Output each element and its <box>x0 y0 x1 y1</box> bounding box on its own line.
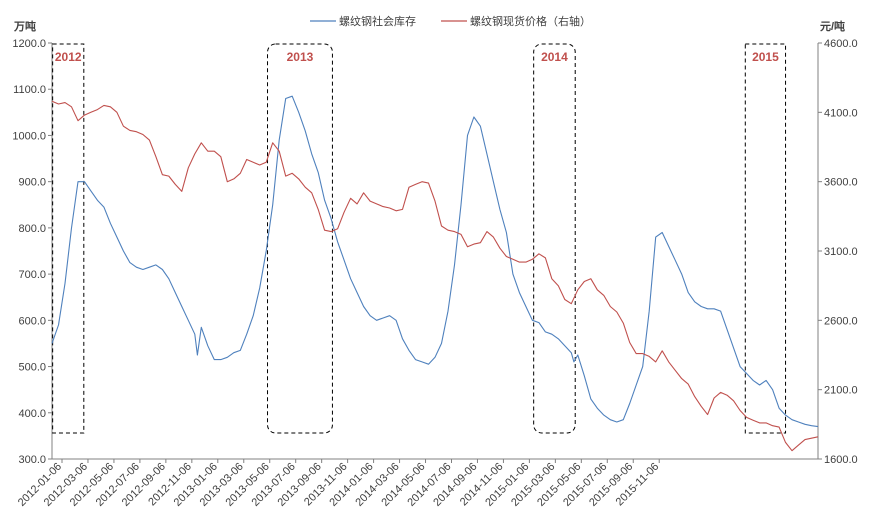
series-line-price <box>51 100 819 452</box>
highlight-label: 2013 <box>287 50 314 64</box>
right-axis-unit: 元/吨 <box>820 19 845 33</box>
highlight-box <box>533 43 576 434</box>
highlight-periods: 2012 2013 2014 2015 <box>52 43 787 434</box>
data-series <box>51 95 819 452</box>
right-axis-ticks: 4600.0 4100.0 3600.0 3100.0 2600.0 2100.0 1600… <box>818 38 858 466</box>
highlight-box <box>744 43 787 434</box>
legend-label-price: 螺纹钢现货价格（右轴） <box>470 14 591 28</box>
highlight-label: 2015 <box>752 50 779 64</box>
left-tick-label: 500.0 <box>18 362 46 374</box>
left-tick-label: 1200.0 <box>12 38 46 50</box>
right-tick-label: 1600.0 <box>824 454 858 466</box>
left-tick-label: 300.0 <box>18 454 46 466</box>
right-tick-label: 3100.0 <box>824 246 858 258</box>
right-tick-label: 2600.0 <box>824 315 858 327</box>
right-tick-label: 4600.0 <box>824 38 858 50</box>
legend: 螺纹钢社会库存 螺纹钢现货价格（右轴） <box>310 14 591 28</box>
left-tick-label: 800.0 <box>18 223 46 235</box>
highlight-label: 2014 <box>541 50 568 64</box>
left-axis-unit: 万吨 <box>13 19 36 33</box>
series-line-inventory <box>51 95 819 428</box>
left-tick-label: 600.0 <box>18 315 46 327</box>
left-tick-label: 400.0 <box>18 408 46 420</box>
highlight-box <box>52 43 85 434</box>
left-tick-label: 900.0 <box>18 177 46 189</box>
right-tick-label: 2100.0 <box>824 385 858 397</box>
right-tick-label: 4100.0 <box>824 107 858 119</box>
x-axis-ticks: 2012-01-062012-03-062012-05-062012-07-06… <box>16 459 661 509</box>
left-tick-label: 1000.0 <box>12 130 46 142</box>
left-axis-ticks: 1200.0 1100.0 1000.0 900.0 800.0 700.0 600.0 50… <box>12 38 52 466</box>
highlight-box <box>267 43 333 434</box>
left-tick-label: 1100.0 <box>13 84 46 96</box>
right-tick-label: 3600.0 <box>824 177 858 189</box>
left-tick-label: 700.0 <box>18 269 46 281</box>
highlight-label: 2012 <box>55 50 82 64</box>
legend-label-inventory: 螺纹钢社会库存 <box>339 14 416 28</box>
